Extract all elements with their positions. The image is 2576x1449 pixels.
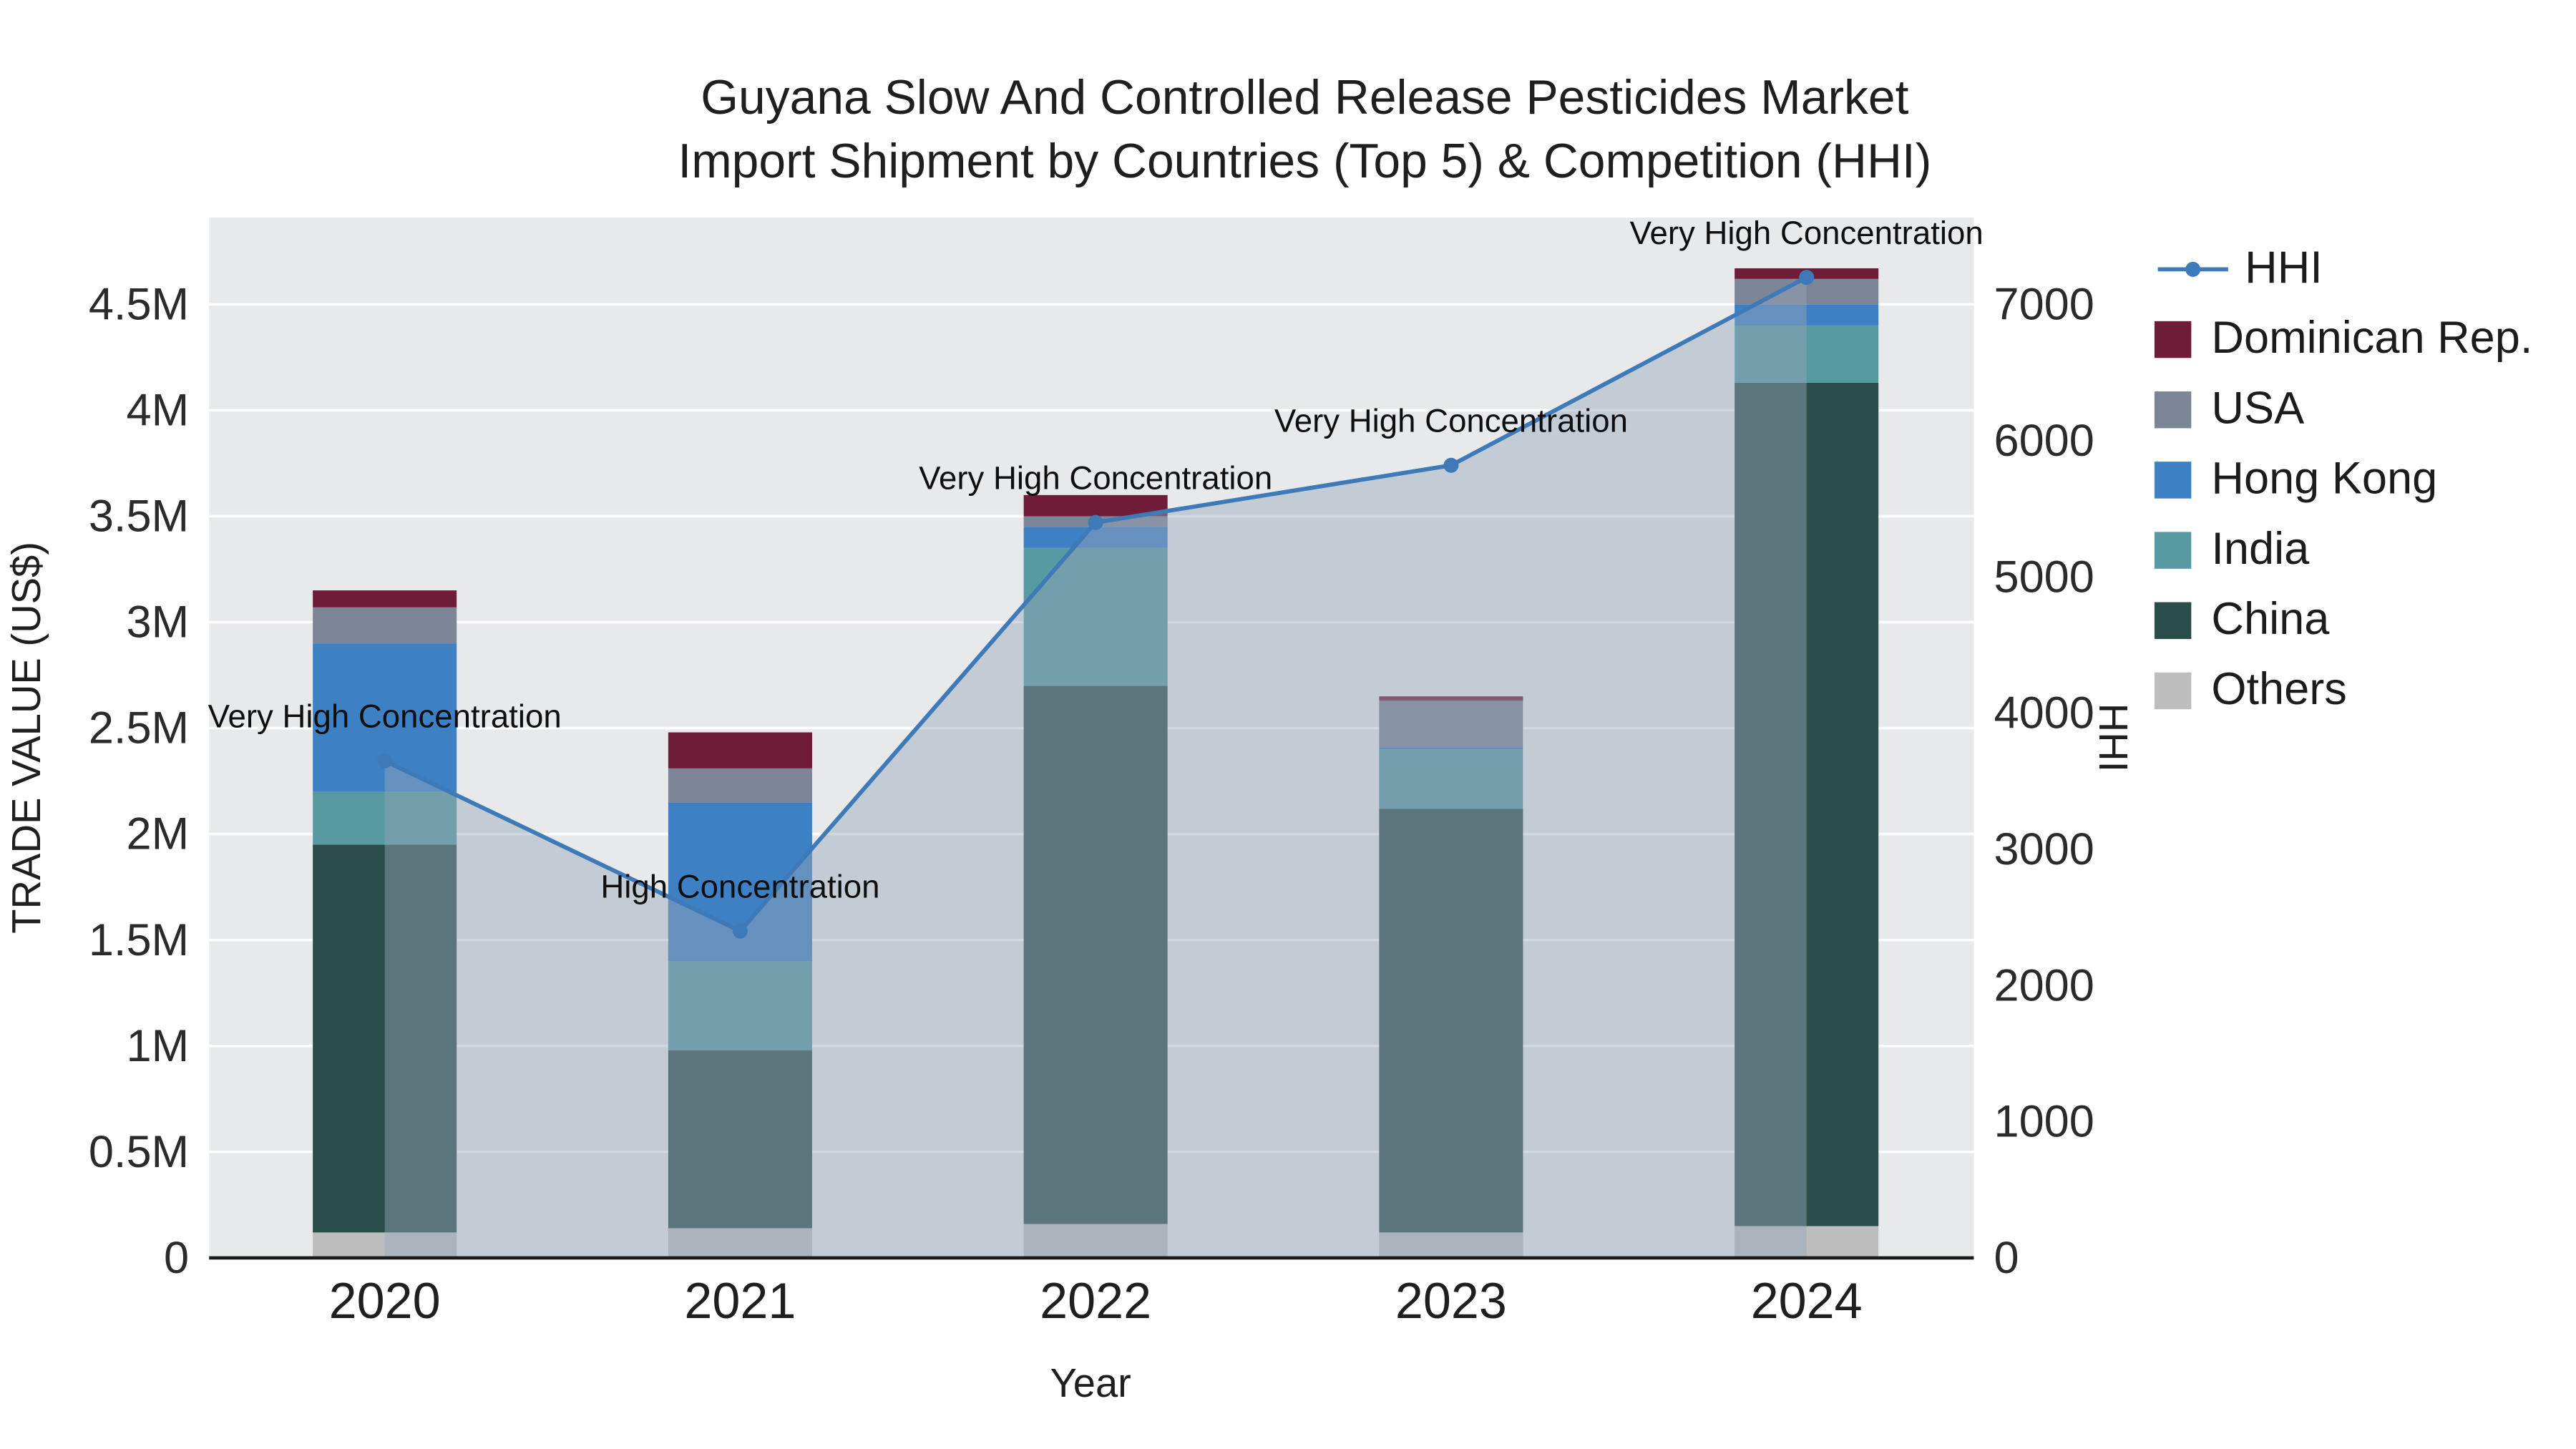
y-left-tick-label: 0.5M [89, 1127, 189, 1177]
legend-label: Dominican Rep. [2211, 313, 2533, 364]
legend-label: Hong Kong [2211, 453, 2438, 504]
legend-color-swatch [2154, 461, 2192, 498]
bar-segment-india-2022 [1023, 547, 1168, 686]
bar-segment-china-2023 [1379, 809, 1523, 1233]
x-tick-label-2022: 2022 [1040, 1273, 1151, 1329]
chart-title-line1: Guyana Slow And Controlled Release Pesti… [701, 72, 1909, 126]
hhi-marker-2024 [1799, 270, 1815, 286]
x-tick-label-2020: 2020 [329, 1273, 441, 1329]
bar-segment-china-2022 [1023, 686, 1168, 1224]
hhi-area-fill [384, 277, 1807, 1258]
x-axis-title: Year [1050, 1361, 1131, 1407]
legend-label: HHI [2245, 242, 2323, 293]
bar-segment-others-2020 [313, 1232, 457, 1258]
bar-segment-others-2023 [1379, 1232, 1523, 1258]
legend-label: USA [2211, 383, 2305, 434]
legend-item-hhi[interactable]: HHI [2155, 241, 2533, 296]
y-left-tick-label: 2M [126, 809, 189, 859]
annotation-2024: Very High Concentration [1630, 215, 1984, 251]
y-left-tick-label: 4.5M [89, 279, 189, 329]
x-tick-label-2024: 2024 [1751, 1273, 1863, 1329]
bar-segment-others-2021 [668, 1228, 812, 1258]
y-right-tick-label: 6000 [1994, 416, 2094, 466]
bar-segment-india-2021 [668, 961, 812, 1050]
y-right-tick-label: 2000 [1994, 960, 2094, 1010]
y-axis-left-title: TRADE VALUE (US$) [5, 542, 51, 934]
bar-segment-dominican-rep--2020 [313, 590, 457, 608]
bar-segment-others-2022 [1023, 1224, 1168, 1258]
legend-color-swatch [2154, 320, 2192, 358]
hhi-marker-2022 [1088, 514, 1103, 530]
annotation-2023: Very High Concentration [1274, 403, 1628, 439]
bar-segment-china-2020 [313, 844, 457, 1233]
y-left-tick-label: 1.5M [89, 915, 189, 965]
bar-segment-hong-kong-2022 [1023, 527, 1168, 548]
y-axis-right-title: HHI [2089, 703, 2135, 773]
bar-segment-others-2024 [1735, 1226, 1879, 1258]
bar-segment-india-2024 [1735, 325, 1879, 383]
y-left-tick-label: 3M [126, 597, 189, 648]
bar-segment-hong-kong-2024 [1735, 304, 1879, 326]
annotation-2022: Very High Concentration [919, 459, 1272, 496]
legend-color-swatch [2154, 531, 2192, 568]
y-right-tick-label: 0 [1994, 1233, 2019, 1283]
x-tick-label-2021: 2021 [684, 1273, 796, 1329]
y-left-tick-label: 3.5M [89, 491, 189, 541]
y-right-tick-label: 1000 [1994, 1097, 2094, 1147]
y-left-tick-label: 4M [126, 385, 189, 435]
legend-item-others[interactable]: Others [2154, 663, 2533, 718]
legend-color-swatch [2154, 601, 2192, 638]
bar-segment-china-2021 [668, 1050, 812, 1229]
legend-line-swatch [2157, 260, 2228, 276]
legend-item-usa[interactable]: USA [2154, 381, 2533, 436]
x-tick-label-2023: 2023 [1395, 1273, 1507, 1329]
legend-item-hong-kong[interactable]: Hong Kong [2154, 452, 2533, 507]
bar-segment-india-2020 [313, 791, 457, 845]
legend-item-china[interactable]: China [2154, 592, 2533, 648]
bar-segment-usa-2021 [668, 768, 812, 803]
hhi-marker-2021 [732, 923, 748, 939]
legend-label: India [2211, 523, 2310, 574]
bar-segment-china-2024 [1735, 382, 1879, 1226]
chart-title-line2: Import Shipment by Countries (Top 5) & C… [678, 135, 1932, 190]
bar-segment-hong-kong-2023 [1379, 747, 1523, 750]
y-left-tick-label: 1M [126, 1021, 189, 1071]
y-right-tick-label: 5000 [1994, 552, 2094, 602]
legend-label: Others [2211, 664, 2347, 715]
bar-segment-usa-2020 [313, 607, 457, 644]
legend-color-swatch [2154, 390, 2192, 428]
legend-color-swatch [2154, 671, 2192, 708]
legend-item-dominican-rep[interactable]: Dominican Rep. [2154, 311, 2533, 366]
bar-segment-dominican-rep--2023 [1379, 696, 1523, 701]
y-left-tick-label: 2.5M [89, 703, 189, 753]
legend-item-india[interactable]: India [2154, 522, 2533, 577]
y-right-tick-label: 4000 [1994, 688, 2094, 738]
bar-segment-usa-2023 [1379, 701, 1523, 748]
bar-segment-india-2023 [1379, 749, 1523, 809]
y-left-tick-label: 0 [164, 1233, 189, 1283]
hhi-marker-2023 [1443, 457, 1459, 473]
y-right-tick-label: 3000 [1994, 824, 2094, 874]
annotation-2021: High Concentration [600, 868, 879, 904]
bar-segment-dominican-rep--2021 [668, 732, 812, 769]
chart-legend: HHI Dominican Rep. USA Hong Kong India China O… [2154, 241, 2533, 733]
chart-title: Guyana Slow And Controlled Release Pesti… [0, 67, 2576, 195]
legend-label: China [2211, 593, 2330, 644]
annotation-2020: Very High Concentration [208, 698, 562, 735]
hhi-marker-2020 [377, 753, 393, 769]
y-right-tick-label: 7000 [1994, 280, 2094, 330]
